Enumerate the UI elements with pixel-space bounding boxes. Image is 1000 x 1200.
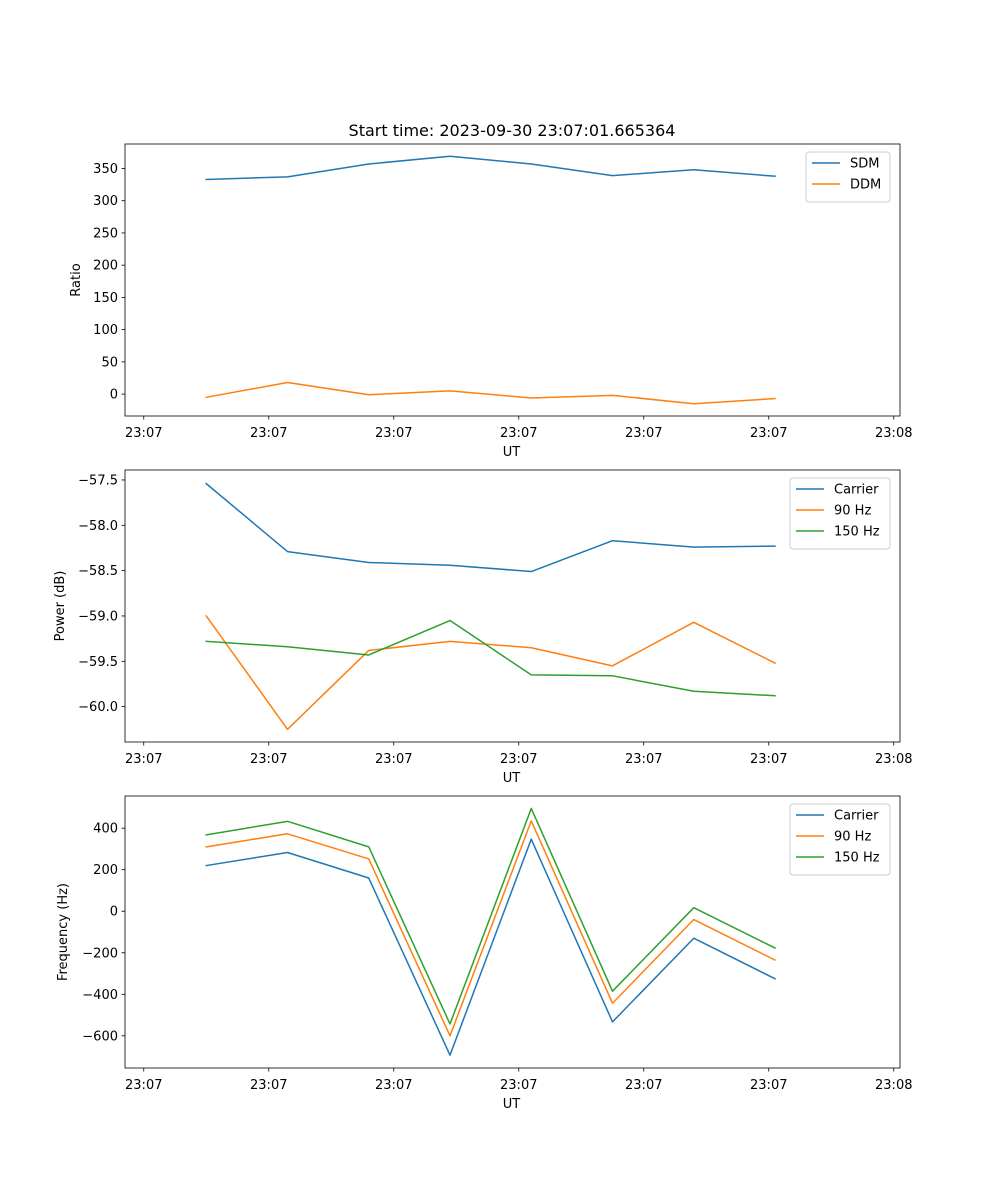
y-tick-label: −58.5 — [78, 564, 118, 579]
x-tick-label: 23:07 — [500, 1078, 537, 1093]
series-line-150-hz — [205, 619, 776, 697]
legend-entry: DDM — [850, 178, 881, 193]
x-tick-label: 23:07 — [250, 426, 287, 441]
x-tick-label: 23:07 — [625, 426, 662, 441]
ratio-panel: 23:07 23:07 23:07 23:07 23:07 23:07 23:08 0 50 10… — [69, 143, 912, 460]
x-tick-label: 23:07 — [375, 1078, 412, 1093]
x-tick-label: 23:07 — [500, 426, 537, 441]
y-tick-label: 250 — [93, 226, 118, 241]
series-line-carrier — [205, 838, 777, 1056]
series-line-90-hz — [205, 820, 777, 1037]
y-axis-label: Power (dB) — [53, 571, 68, 642]
y-tick-label: 150 — [93, 291, 118, 306]
x-tick-label: 23:07 — [125, 752, 162, 767]
legend: Carrier 90 Hz 150 Hz — [789, 803, 891, 876]
x-tick-label: 23:07 — [750, 1078, 787, 1093]
legend-entry: Carrier — [834, 809, 879, 824]
x-tick-label: 23:08 — [875, 1078, 912, 1093]
y-axis-label: Frequency (Hz) — [56, 883, 71, 981]
x-tick-label: 23:07 — [750, 752, 787, 767]
legend-entry: SDM — [850, 157, 879, 172]
legend: Carrier 90 Hz 150 Hz — [789, 477, 891, 550]
y-tick-label: 50 — [101, 355, 118, 370]
axes-frame — [124, 469, 901, 743]
y-tick-label: 0 — [110, 388, 118, 403]
legend-entry: 90 Hz — [834, 830, 871, 845]
legend-entry: Carrier — [834, 483, 879, 498]
x-tick-label: 23:07 — [125, 1078, 162, 1093]
y-tick-label: −60.0 — [78, 700, 118, 715]
x-tick-label: 23:07 — [125, 426, 162, 441]
y-tick-label: 300 — [93, 194, 118, 209]
x-axis-label: UT — [503, 1097, 521, 1112]
legend-entry: 90 Hz — [834, 504, 871, 519]
frequency-panel: 23:07 23:07 23:07 23:07 23:07 23:07 23:08 −600 −… — [56, 795, 912, 1112]
x-tick-label: 23:07 — [250, 752, 287, 767]
y-tick-label: −59.0 — [78, 609, 118, 624]
y-tick-label: −600 — [82, 1029, 118, 1044]
y-axis-label: Ratio — [69, 263, 84, 296]
x-tick-label: 23:07 — [250, 1078, 287, 1093]
legend-entry: 150 Hz — [834, 851, 880, 866]
x-tick-label: 23:07 — [750, 426, 787, 441]
chart-title: Start time: 2023-09-30 23:07:01.665364 — [349, 121, 676, 140]
series-line-90-hz — [205, 614, 777, 731]
y-tick-label: −200 — [82, 946, 118, 961]
series-line-150-hz — [205, 807, 777, 1025]
legend-box — [805, 151, 891, 203]
y-tick-label: 0 — [110, 905, 118, 920]
legend: SDM DDM — [805, 151, 891, 203]
y-tick-label: −58.0 — [78, 519, 118, 534]
y-tick-label: 100 — [93, 323, 118, 338]
x-tick-label: 23:07 — [375, 426, 412, 441]
y-tick-label: 200 — [93, 863, 118, 878]
series-line-ddm — [205, 381, 776, 405]
y-tick-label: −57.5 — [78, 473, 118, 488]
x-axis-label: UT — [503, 445, 521, 460]
axes-frame — [124, 795, 901, 1069]
y-tick-label: 400 — [93, 822, 118, 837]
y-tick-label: −59.5 — [78, 655, 118, 670]
x-tick-label: 23:07 — [625, 752, 662, 767]
power-panel: 23:07 23:07 23:07 23:07 23:07 23:07 23:08 −60.0… — [53, 469, 912, 786]
x-tick-label: 23:07 — [625, 1078, 662, 1093]
series-line-sdm — [205, 155, 776, 181]
axes-frame — [124, 143, 901, 417]
x-tick-label: 23:08 — [875, 426, 912, 441]
y-tick-label: −400 — [82, 988, 118, 1003]
x-tick-label: 23:07 — [500, 752, 537, 767]
y-tick-label: 200 — [93, 259, 118, 274]
x-axis-label: UT — [503, 771, 521, 786]
series-line-carrier — [205, 482, 776, 573]
y-tick-label: 350 — [93, 162, 118, 177]
x-tick-label: 23:07 — [375, 752, 412, 767]
x-tick-label: 23:08 — [875, 752, 912, 767]
legend-entry: 150 Hz — [834, 525, 880, 540]
